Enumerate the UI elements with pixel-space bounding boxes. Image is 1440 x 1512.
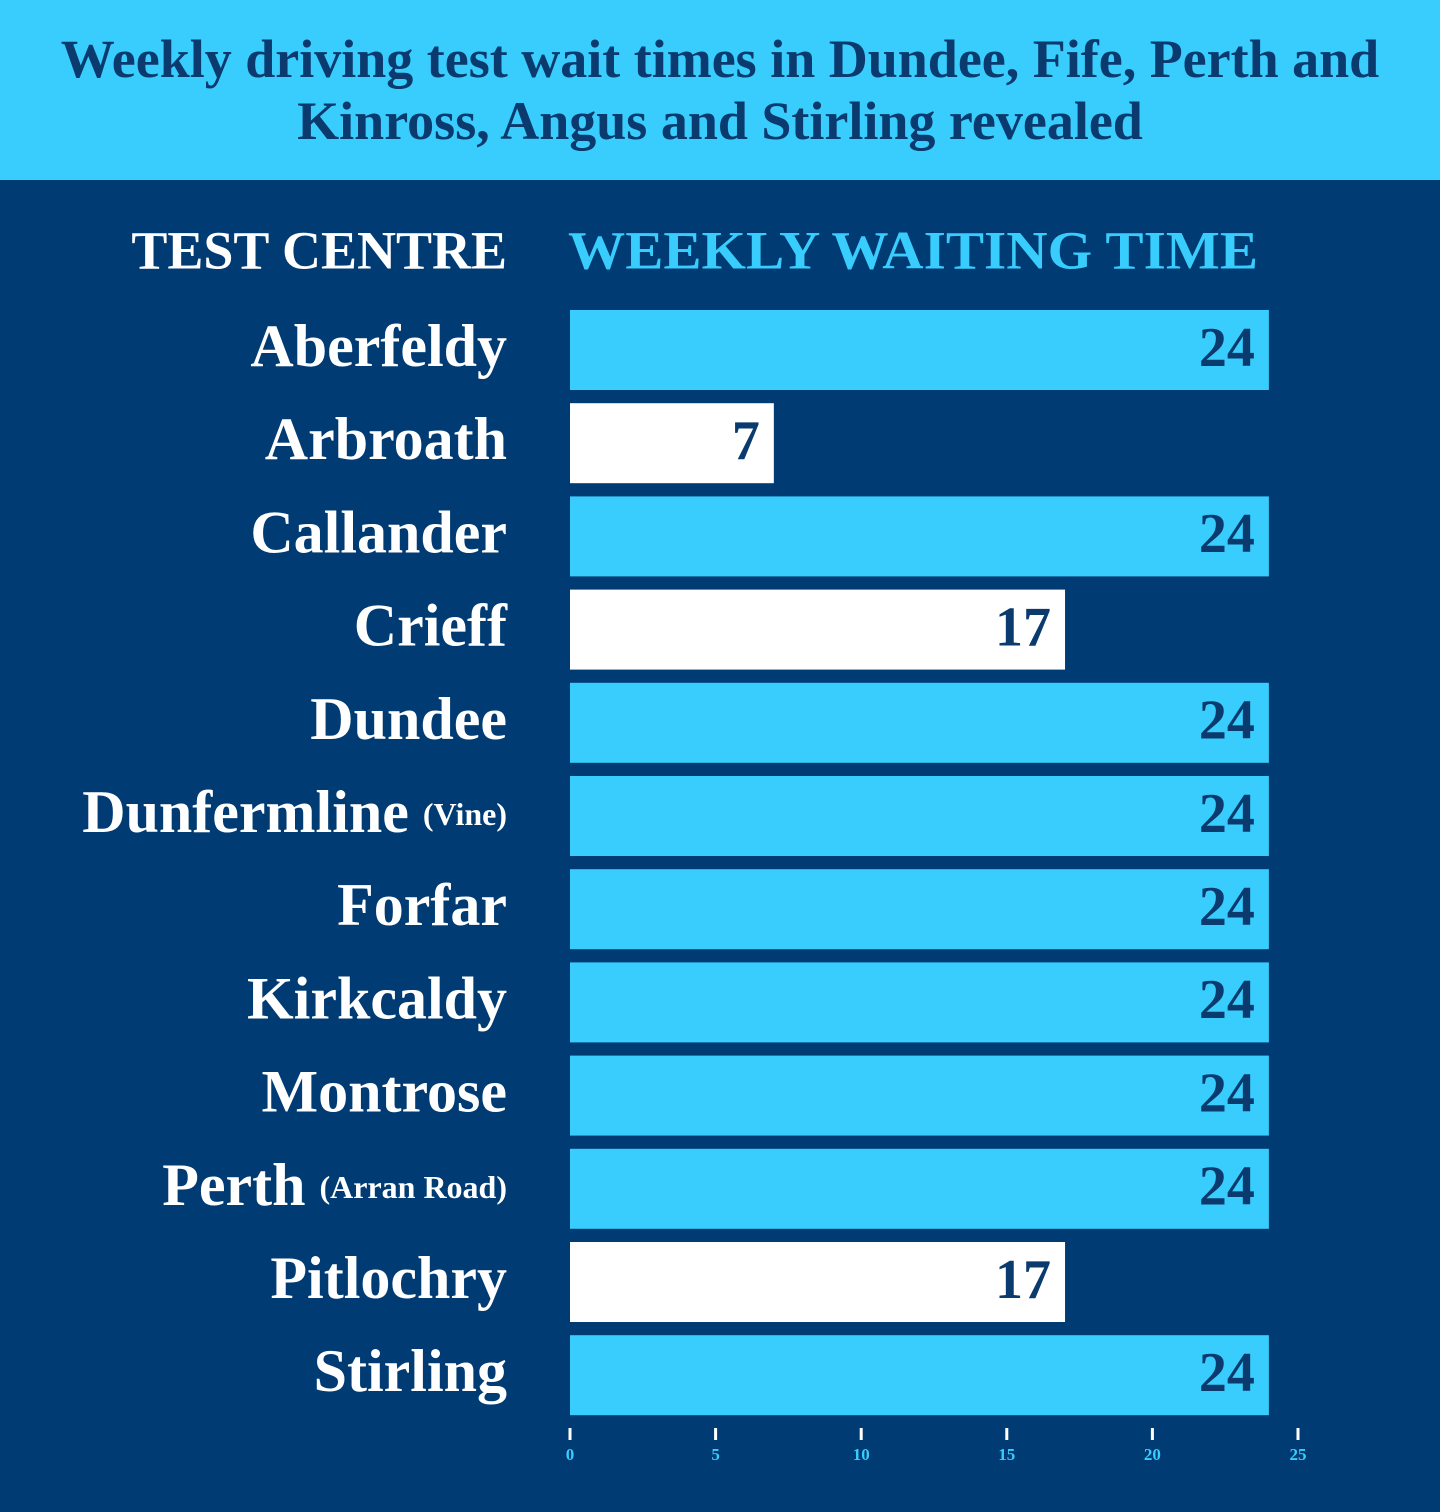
value-label: 24 bbox=[1199, 1342, 1255, 1404]
category-name: Callander bbox=[250, 499, 507, 565]
category-label: Montrose bbox=[261, 1058, 507, 1124]
category-label: Kirkcaldy bbox=[247, 965, 507, 1031]
value-label: 7 bbox=[732, 410, 760, 472]
category-name: Dunfermline bbox=[82, 779, 409, 845]
value-label: 17 bbox=[995, 596, 1051, 658]
chart: TEST CENTRE WEEKLY WAITING TIME 24 Aberfe… bbox=[82, 220, 1307, 1464]
bar bbox=[570, 1242, 1066, 1322]
category-label: Crieff bbox=[354, 592, 508, 658]
bar bbox=[570, 1335, 1269, 1416]
chart-title: Weekly driving test wait times in Dundee… bbox=[60, 29, 1380, 151]
bar bbox=[570, 962, 1269, 1043]
bar bbox=[570, 589, 1066, 670]
category-name: Stirling bbox=[314, 1338, 507, 1404]
x-tick-label: 25 bbox=[1290, 1445, 1307, 1464]
value-label: 24 bbox=[1199, 1062, 1255, 1124]
category-name: Crieff bbox=[354, 592, 508, 658]
value-label: 24 bbox=[1199, 876, 1255, 938]
x-tick-label: 5 bbox=[711, 1445, 720, 1464]
value-axis-label: WEEKLY WAITING TIME bbox=[568, 220, 1258, 280]
x-tick-label: 15 bbox=[998, 1445, 1015, 1464]
bar bbox=[570, 776, 1269, 856]
category-label: Dunfermline (Vine) bbox=[82, 779, 507, 845]
category-label: Aberfeldy bbox=[250, 313, 507, 379]
category-name: Montrose bbox=[261, 1058, 507, 1124]
category-label: Arbroath bbox=[265, 406, 507, 472]
x-tick-label: 10 bbox=[853, 1445, 870, 1464]
bar bbox=[570, 869, 1269, 950]
category-note: (Vine) bbox=[423, 796, 507, 832]
category-name: Arbroath bbox=[265, 406, 507, 472]
value-label: 24 bbox=[1199, 503, 1255, 565]
category-label: Callander bbox=[250, 499, 507, 565]
value-label: 24 bbox=[1199, 969, 1255, 1031]
bar bbox=[570, 310, 1269, 390]
category-name: Perth bbox=[162, 1152, 305, 1218]
bar bbox=[570, 403, 774, 484]
category-label: Forfar bbox=[337, 872, 507, 938]
category-name: Aberfeldy bbox=[250, 313, 507, 379]
category-name: Kirkcaldy bbox=[247, 965, 507, 1031]
bar bbox=[570, 496, 1269, 577]
category-note: (Arran Road) bbox=[319, 1169, 507, 1205]
x-tick-label: 0 bbox=[566, 1445, 575, 1464]
category-axis-label: TEST CENTRE bbox=[131, 220, 507, 280]
x-tick-label: 20 bbox=[1144, 1445, 1161, 1464]
value-label: 24 bbox=[1199, 690, 1255, 752]
category-label: Perth (Arran Road) bbox=[162, 1152, 507, 1218]
bar bbox=[570, 1148, 1269, 1229]
category-name: Forfar bbox=[337, 872, 507, 938]
category-label: Dundee bbox=[310, 686, 507, 752]
value-label: 24 bbox=[1199, 317, 1255, 379]
category-label: Pitlochry bbox=[270, 1245, 507, 1311]
bar bbox=[570, 1055, 1269, 1136]
category-name: Pitlochry bbox=[270, 1245, 507, 1311]
value-label: 17 bbox=[995, 1249, 1051, 1311]
value-label: 24 bbox=[1199, 783, 1255, 845]
value-label: 24 bbox=[1199, 1156, 1255, 1218]
bar bbox=[570, 682, 1269, 763]
header: Weekly driving test wait times in Dundee… bbox=[0, 0, 1440, 180]
category-name: Dundee bbox=[310, 686, 507, 752]
category-label: Stirling bbox=[314, 1338, 507, 1404]
